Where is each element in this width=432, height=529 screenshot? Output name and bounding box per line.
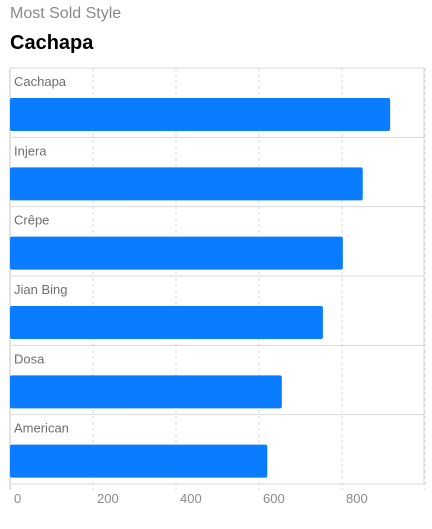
x-tick-label: 800: [346, 491, 368, 506]
x-tick-label: 600: [263, 491, 285, 506]
bar: [10, 98, 391, 131]
category-label: Jian Bing: [14, 282, 67, 297]
category-label: Cachapa: [14, 74, 67, 89]
category-label: American: [14, 421, 69, 436]
bar: [10, 375, 282, 409]
chart-header: Most Sold Style Cachapa: [10, 4, 121, 56]
category-label: Dosa: [14, 351, 45, 366]
bar: [10, 444, 268, 478]
category-label: Crêpe: [14, 213, 49, 228]
bar: [10, 236, 343, 270]
chart-eyebrow: Most Sold Style: [10, 5, 122, 22]
bar: [10, 306, 323, 339]
category-label: Injera: [14, 143, 47, 158]
x-tick-label: 400: [180, 491, 202, 506]
x-tick-label: 0: [14, 491, 21, 506]
bar: [10, 167, 363, 201]
chart-headline: Cachapa: [10, 32, 94, 54]
x-tick-label: 200: [97, 491, 119, 506]
